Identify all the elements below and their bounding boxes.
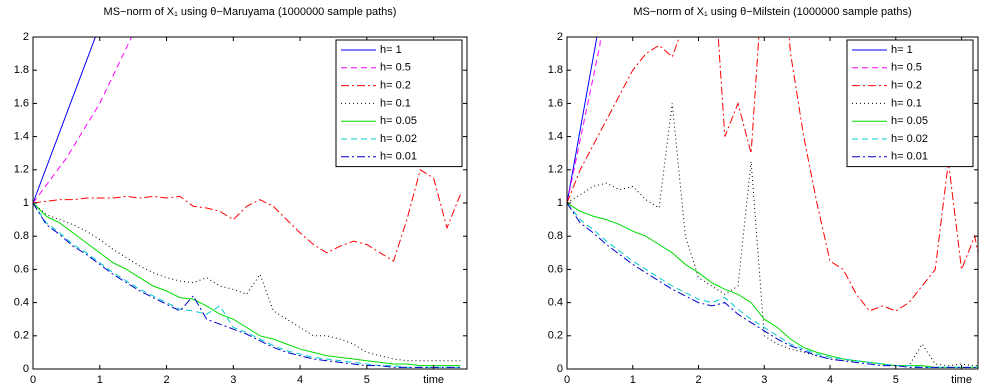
y-tick-label: 2: [557, 31, 563, 43]
series-line: [33, 37, 96, 204]
x-tick-label: 4: [827, 374, 833, 386]
plot-area: [567, 37, 978, 368]
x-tick-label: 5: [364, 374, 370, 386]
legend-label: h= 0.5: [380, 62, 411, 74]
x-tick-label: 2: [163, 374, 169, 386]
series-line: [33, 202, 461, 367]
y-tick-label: 1.4: [548, 131, 563, 143]
y-tick-label: 0: [557, 363, 563, 375]
y-tick-label: 1.6: [548, 97, 563, 109]
x-tick-label: 0: [30, 374, 36, 386]
series-line: [567, 202, 978, 368]
series-line: [33, 202, 461, 362]
legend-label: h= 0.2: [891, 80, 922, 92]
y-tick-label: 0.6: [548, 263, 563, 275]
legend-label: h= 0.1: [891, 97, 922, 109]
chart-title: MS−norm of X₁ using θ−Milstein (1000000 …: [633, 6, 911, 18]
y-tick-label: 2: [23, 31, 29, 43]
y-tick-label: 0.4: [548, 297, 563, 309]
x-tick-label: 5: [893, 374, 899, 386]
legend-label: h= 0.5: [891, 62, 922, 74]
x-tick-label: 1: [97, 374, 103, 386]
series-line: [567, 37, 978, 312]
y-tick-label: 0.2: [14, 330, 29, 342]
x-tick-label: 3: [230, 374, 236, 386]
y-tick-label: 1.2: [14, 164, 29, 176]
y-tick-label: 0.6: [14, 263, 29, 275]
chart-title: MS−norm of X₁ using θ−Maruyama (1000000 …: [104, 6, 397, 18]
legend-label: h= 0.01: [891, 151, 928, 163]
y-tick-label: 0.8: [548, 230, 563, 242]
y-tick-label: 1.8: [14, 64, 29, 76]
x-tick-label: time: [951, 374, 972, 386]
x-tick-label: 4: [297, 374, 303, 386]
y-tick-label: 1.4: [14, 131, 29, 143]
series-line: [567, 37, 598, 204]
series-line: [33, 37, 133, 204]
x-tick-label: 3: [761, 374, 767, 386]
series-line: [33, 202, 461, 368]
legend-label: h= 1: [891, 44, 913, 56]
x-tick-label: 1: [630, 374, 636, 386]
x-tick-label: 0: [564, 374, 570, 386]
series-line: [567, 202, 978, 368]
series-line: [567, 202, 978, 368]
y-tick-label: 1.6: [14, 97, 29, 109]
legend-label: h= 0.05: [380, 115, 417, 127]
y-tick-label: 0: [23, 363, 29, 375]
series-line: [33, 202, 461, 368]
legend-label: h= 0.05: [891, 115, 928, 127]
legend-label: h= 0.2: [380, 80, 411, 92]
legend-label: h= 0.01: [380, 151, 417, 163]
y-tick-label: 0.2: [548, 330, 563, 342]
legend-label: h= 1: [380, 44, 402, 56]
y-tick-label: 1: [23, 197, 29, 209]
plot-area: [33, 37, 461, 368]
y-tick-label: 0.4: [14, 297, 29, 309]
x-tick-label: 2: [695, 374, 701, 386]
series-line: [33, 169, 461, 262]
legend-label: h= 0.02: [891, 133, 928, 145]
y-tick-label: 1.2: [548, 164, 563, 176]
legend-label: h= 0.02: [380, 133, 417, 145]
y-tick-label: 1: [557, 197, 563, 209]
x-tick-label: time: [423, 374, 444, 386]
series-line: [567, 37, 602, 204]
legend-label: h= 0.1: [380, 97, 411, 109]
y-tick-label: 0.8: [14, 230, 29, 242]
y-tick-label: 1.8: [548, 64, 563, 76]
